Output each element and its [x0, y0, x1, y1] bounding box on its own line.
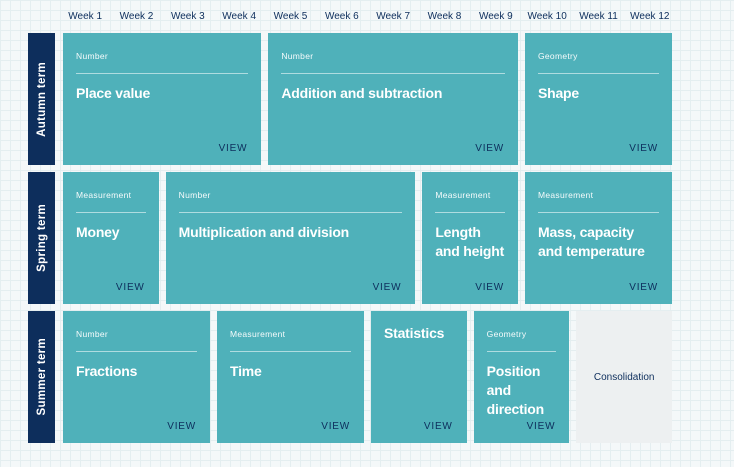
week-label: Week 12: [630, 11, 670, 22]
card-category-row: Number: [76, 46, 249, 74]
card-title: Fractions: [76, 363, 138, 379]
topic-card[interactable]: Geometry Position and direction VIEW: [473, 311, 570, 443]
topic-card[interactable]: Number Addition and subtraction VIEW: [268, 33, 518, 165]
card-category-label: Number: [76, 51, 109, 61]
term-label-text: Autumn term: [35, 61, 48, 137]
view-link[interactable]: VIEW: [423, 421, 453, 432]
view-link[interactable]: VIEW: [629, 282, 658, 293]
topic-card[interactable]: Measurement Mass, capacity and temperatu…: [524, 172, 672, 304]
term-cards: Number Place value VIEW Number Addition …: [63, 33, 672, 165]
topic-card[interactable]: Measurement Time VIEW: [217, 311, 364, 443]
card-title: Time: [230, 363, 262, 379]
week-label: Week 7: [376, 11, 411, 22]
term-rows: Autumn term Number Place value VIEW Numb…: [28, 33, 734, 443]
term-label: Autumn term: [28, 33, 55, 165]
week-label: Week 4: [222, 11, 257, 22]
topic-card[interactable]: Measurement Money VIEW: [63, 172, 159, 304]
card-category-label: Geometry: [486, 329, 527, 339]
card-category-row: Number: [76, 324, 197, 352]
view-link[interactable]: VIEW: [475, 282, 504, 293]
week-label: Week 5: [273, 11, 308, 22]
card-title: Statistics: [384, 325, 445, 341]
week-header: Week 1 Week 2 Week 3 Week 4 Week 5 Week …: [63, 8, 672, 25]
card-title: Shape: [537, 85, 579, 101]
card-category-row: Measurement: [76, 185, 146, 213]
week-label: Week 10: [527, 11, 567, 22]
card-category-row: Measurement: [537, 185, 659, 213]
term-label: Summer term: [28, 311, 55, 443]
card-title: Place value: [76, 85, 151, 101]
card-category-label: Measurement: [230, 329, 286, 339]
view-link[interactable]: VIEW: [321, 421, 350, 432]
consolidation-label: Consolidation: [593, 371, 655, 383]
topic-card[interactable]: Number Fractions VIEW: [63, 311, 210, 443]
consolidation-card: Consolidation: [576, 311, 672, 443]
view-link[interactable]: VIEW: [629, 143, 658, 154]
card-title: Length and height: [435, 224, 505, 259]
term-row: Autumn term Number Place value VIEW Numb…: [28, 33, 734, 165]
term-row: Summer term Number Fractions VIEW Measur…: [28, 311, 734, 443]
card-category-label: Measurement: [76, 190, 132, 200]
topic-card[interactable]: Number Multiplication and division VIEW: [165, 172, 416, 304]
week-label: Week 11: [579, 11, 618, 22]
card-title: Position and direction: [486, 363, 545, 417]
card-category-label: Number: [178, 190, 211, 200]
card-category-label: Geometry: [537, 51, 578, 61]
card-category-label: Number: [76, 329, 109, 339]
topic-card[interactable]: Geometry Shape VIEW: [524, 33, 672, 165]
card-title: Money: [76, 224, 120, 240]
card-title: Multiplication and division: [178, 224, 350, 240]
term-row: Spring term Measurement Money VIEW Numbe…: [28, 172, 734, 304]
week-label: Week 1: [68, 11, 103, 22]
curriculum-board: Week 1 Week 2 Week 3 Week 4 Week 5 Week …: [28, 8, 734, 443]
topic-card[interactable]: Statistics VIEW: [371, 311, 467, 443]
term-label-text: Spring term: [35, 204, 48, 272]
card-category-row: Measurement: [435, 185, 505, 213]
term-cards: Measurement Money VIEW Number Multiplica…: [63, 172, 672, 304]
view-link[interactable]: VIEW: [218, 143, 248, 154]
week-label: Week 6: [324, 11, 359, 22]
card-category-row: Number: [281, 46, 505, 74]
card-category-label: Number: [281, 51, 314, 61]
card-category-row: Number: [178, 185, 403, 213]
term-cards: Number Fractions VIEW Measurement Time V…: [63, 311, 672, 443]
card-category-row: Geometry: [486, 324, 557, 352]
view-link[interactable]: VIEW: [167, 421, 196, 432]
card-category-label: Measurement: [537, 190, 594, 200]
view-link[interactable]: VIEW: [115, 282, 145, 293]
card-category-row: Geometry: [537, 46, 659, 74]
week-label: Week 9: [478, 11, 513, 22]
term-label-text: Summer term: [35, 338, 48, 416]
week-label: Week 2: [119, 11, 154, 22]
term-label: Spring term: [28, 172, 55, 304]
card-title: Mass, capacity and temperature: [537, 224, 645, 259]
view-link[interactable]: VIEW: [372, 282, 402, 293]
week-label: Week 3: [170, 11, 205, 22]
card-category-row: Measurement: [230, 324, 351, 352]
view-link[interactable]: VIEW: [475, 143, 504, 154]
view-link[interactable]: VIEW: [526, 421, 556, 432]
card-category-label: Measurement: [435, 190, 491, 200]
topic-card[interactable]: Measurement Length and height VIEW: [422, 172, 518, 304]
card-title: Addition and subtraction: [281, 85, 443, 101]
week-label: Week 8: [427, 11, 462, 22]
topic-card[interactable]: Number Place value VIEW: [63, 33, 262, 165]
